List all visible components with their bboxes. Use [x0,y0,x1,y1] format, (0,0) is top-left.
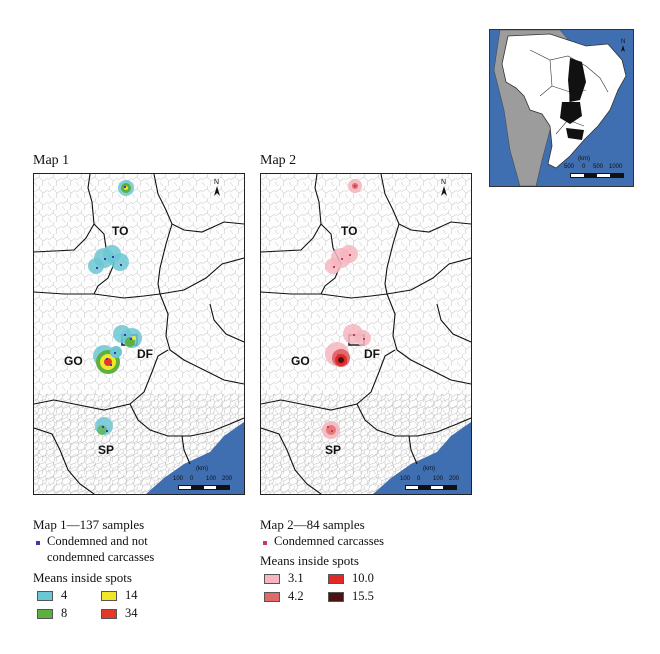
legend-value: 34 [125,606,138,620]
legend-swatch [264,592,280,602]
scale-bar [178,485,230,490]
legend-value: 14 [125,588,138,602]
scale-unit: (km) [423,466,435,472]
state-label-sp: SP [98,443,115,457]
ocean-area [373,422,471,494]
legend-swatch [328,592,344,602]
sample-points-map1 [96,186,132,432]
state-label-df: DF [364,347,380,361]
map1-frame: N TO GO DF SP (km) 100 0 100 200 [33,173,245,495]
legend-swatch [328,574,344,584]
map2-svg: N [261,174,471,494]
map1-legend: Map 1—137 samples Condemned and not cond… [33,517,253,637]
sample-points-map2 [327,185,365,432]
legend-value: 3.1 [288,571,304,585]
map2-frame: N TO GO DF SP (km) 100 0 100 200 [260,173,472,495]
legend-point-marker [263,541,267,545]
svg-text:N: N [621,39,625,45]
scale-tick: 100 [206,476,217,482]
scale-tick: 0 [190,476,194,482]
inset-map-svg: N [493,30,627,186]
legend-value: 10.0 [352,571,374,585]
hotspots-map1 [88,180,142,435]
map1-svg: N [34,174,244,494]
state-borders [261,174,471,494]
legend-means-title: Means inside spots [260,553,359,568]
map1-title: Map 1 [33,153,70,168]
map2-legend: Map 2—84 samples Condemned carcasses Mea… [260,517,480,637]
state-label-go: GO [291,354,310,368]
legend-means-title: Means inside spots [33,570,132,585]
inset-highlight-go [560,102,582,124]
legend-point-label: Condemned carcasses [274,534,385,548]
legend-swatch [264,574,280,584]
legend-swatch [101,609,117,619]
inset-scale-tick: 1000 [609,164,623,170]
scale-tick: 200 [222,476,233,482]
scale-tick: 100 [433,476,444,482]
state-label-df: DF [137,347,153,361]
inset-scale-tick: 500 [564,164,575,170]
state-label-go: GO [64,354,83,368]
legend-point-marker [36,541,40,545]
legend-value: 8 [61,606,68,620]
scale-tick: 100 [400,476,411,482]
north-arrow: N [214,179,219,186]
state-label-to: TO [341,224,358,238]
state-label-to: TO [112,224,129,238]
ocean-area [146,422,244,494]
inset-scalebar: (km) 500 0 500 1000 [490,156,633,186]
legend-value: 4.2 [288,589,304,603]
legend-samples: Map 1—137 samples [33,517,145,532]
inset-scale-tick: 500 [593,164,604,170]
map2-title: Map 2 [260,153,297,168]
inset-scale-unit: (km) [578,156,590,162]
legend-swatch [37,591,53,601]
state-label-sp: SP [325,443,342,457]
scale-tick: 200 [449,476,460,482]
inset-highlight-sp [566,128,584,140]
legend-samples: Map 2—84 samples [260,517,365,532]
legend-swatch [101,591,117,601]
scale-bar [405,485,457,490]
legend-swatch [37,609,53,619]
scale-tick: 0 [417,476,421,482]
legend-value: 4 [61,588,68,602]
inset-scale-bar [570,173,624,178]
scale-unit: (km) [196,466,208,472]
legend-point-label: condemned carcasses [47,550,155,564]
legend-value: 15.5 [352,589,374,603]
scale-tick: 100 [173,476,184,482]
inset-highlight-to [568,58,586,102]
inset-scale-tick: 0 [582,164,586,170]
legend-point-label: Condemned and not [47,534,148,548]
inset-map: N (km) 500 0 500 1000 [489,29,634,187]
north-arrow: N [441,179,446,186]
